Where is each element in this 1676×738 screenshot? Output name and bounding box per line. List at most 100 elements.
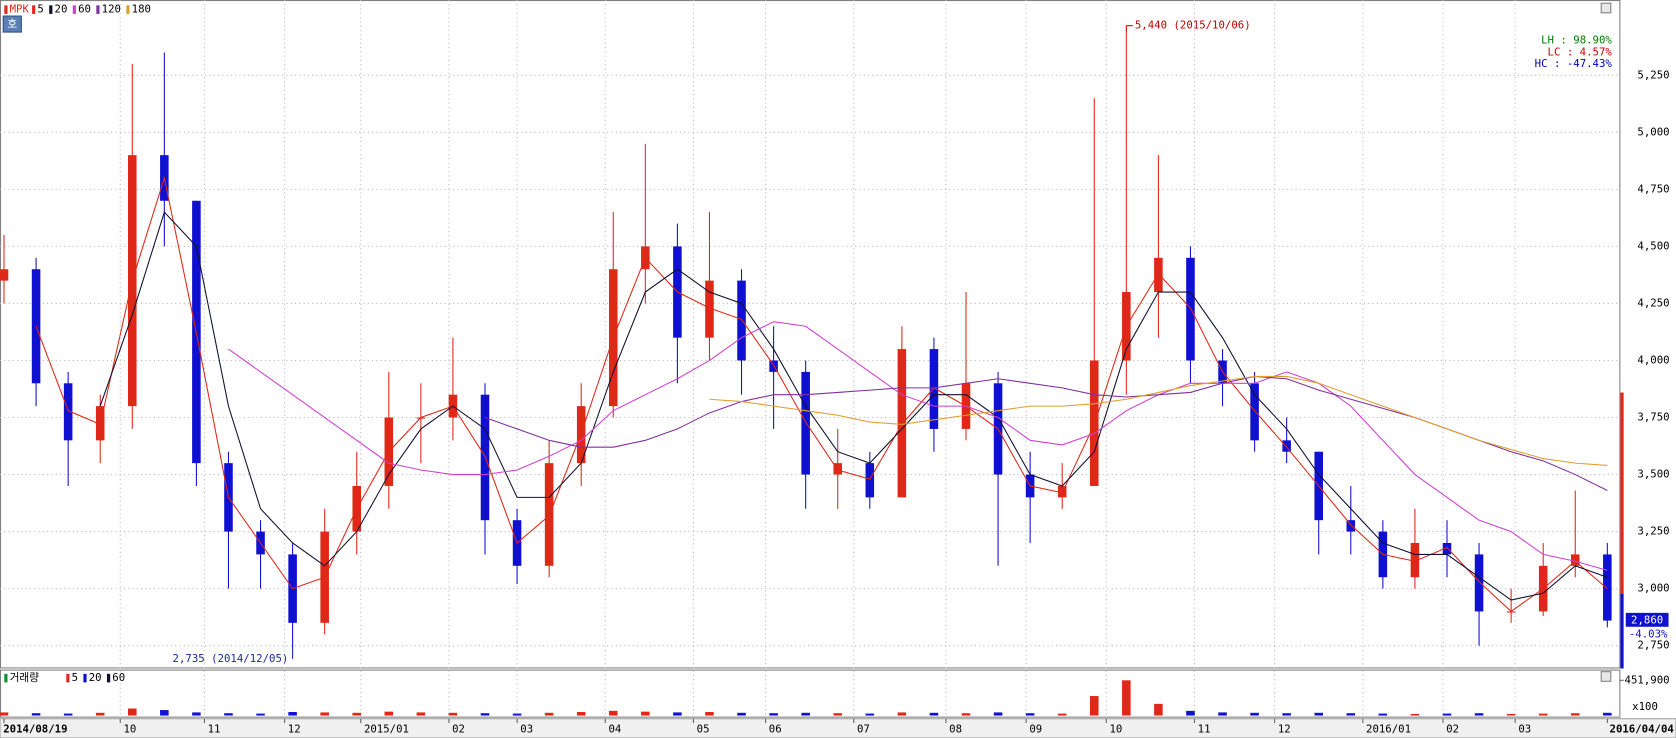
stat: HC : -47.43% [1535, 57, 1613, 70]
y-tick-label: 4,500 [1637, 239, 1669, 252]
candle-body [1250, 383, 1259, 441]
volume-bar [1314, 712, 1324, 716]
x-tick-label: 09 [1029, 722, 1042, 735]
volume-bar [1122, 680, 1131, 716]
legend-swatch [126, 5, 130, 14]
volume-bar [448, 712, 458, 716]
stat: LC : 4.57% [1548, 45, 1613, 58]
volume-bar [993, 712, 1003, 716]
legend-label: 60 [78, 3, 91, 16]
x-tick-label: 11 [208, 722, 221, 735]
legend-swatch [96, 5, 100, 14]
last-price: 2,860 [1631, 613, 1663, 626]
volume-bar [192, 712, 201, 716]
ma-line [99, 211, 1608, 601]
toggle-button[interactable] [2, 15, 22, 33]
y-tick-label: 2,750 [1637, 639, 1669, 652]
volume-bar [95, 712, 105, 716]
volume-bar [63, 713, 73, 716]
volume-bar [384, 711, 394, 716]
volume-bar [127, 708, 137, 716]
x-tick-label: 07 [857, 722, 870, 735]
x-tick-label: 12 [1278, 722, 1291, 735]
y-tick-label: 4,000 [1637, 353, 1669, 366]
legend-swatch [4, 5, 8, 14]
legend-swatch [83, 673, 87, 683]
volume-bar [224, 713, 233, 716]
legend-label: 20 [89, 671, 102, 684]
volume-bar [897, 712, 907, 716]
volume-bar [576, 712, 586, 716]
volume-bar [1538, 713, 1548, 716]
x-tick-label: 2014/08/19 [3, 722, 67, 735]
volume-bar [961, 713, 971, 716]
candle-body [1603, 554, 1612, 621]
volume-bar [288, 712, 297, 716]
stat: LH : 98.90% [1541, 34, 1612, 47]
volume-bar [256, 713, 265, 716]
volume-bar [544, 712, 554, 716]
candle-body [1442, 542, 1452, 555]
y-tick-label: 3,000 [1637, 582, 1669, 595]
legend-label: 60 [112, 671, 125, 684]
legend-symbol: MPK [10, 3, 30, 16]
candle-body [769, 360, 778, 372]
volume-bar [1089, 696, 1099, 716]
legend-label: 120 [102, 3, 121, 16]
volume-bar [1154, 703, 1163, 716]
volume-bar [929, 712, 939, 716]
volume-bar [1410, 713, 1420, 716]
volume-bar [320, 712, 329, 716]
volume-bar [705, 712, 714, 716]
volume-bar [1603, 712, 1612, 716]
x-tick-label: 05 [697, 722, 710, 735]
y-tick-label: 3,500 [1637, 468, 1669, 481]
volume-bar [1218, 712, 1227, 716]
x-tick-label: 04 [608, 722, 621, 735]
candle-body [1474, 554, 1484, 612]
volume-bar [1282, 713, 1291, 716]
volume-bar [416, 712, 426, 716]
legend-label: 5 [37, 3, 43, 16]
volume-bar [0, 712, 9, 716]
panel-close[interactable] [1600, 671, 1612, 682]
volume-bar [608, 710, 618, 716]
legend-swatch [66, 673, 70, 683]
y-tick-label: 4,750 [1637, 182, 1669, 195]
candle-body [1346, 520, 1356, 532]
legend-label: 180 [132, 3, 151, 16]
x-tick-label: 2015/01 [364, 722, 409, 735]
candle-body [897, 349, 907, 498]
volume-panel [0, 669, 1621, 718]
candle-body [1282, 440, 1291, 452]
x-tick-label: 2016/01 [1366, 722, 1411, 735]
range-bar-up [1620, 392, 1624, 594]
volume-bar [1442, 713, 1452, 716]
volume-bar [801, 712, 810, 716]
y-tick-label: 3,750 [1637, 411, 1669, 424]
volume-bar [1186, 710, 1195, 716]
ma-line [35, 175, 1608, 613]
volume-unit: x100 [1632, 700, 1658, 713]
volume-bar [1057, 713, 1067, 716]
x-axis-strip [0, 718, 1676, 738]
x-tick-label: 08 [949, 722, 962, 735]
y-tick-label: 4,250 [1637, 296, 1669, 309]
x-tick-label: 10 [123, 722, 136, 735]
volume-bar [1378, 713, 1388, 716]
volume-bar [480, 713, 490, 716]
range-bar-down [1620, 593, 1624, 669]
x-tick-label: 02 [1446, 722, 1459, 735]
x-tick-label: 03 [1518, 722, 1531, 735]
candle-body [737, 280, 746, 361]
candle-body [63, 383, 73, 441]
ma-line [228, 321, 1608, 571]
price-panel [0, 0, 1621, 669]
legend-swatch [106, 673, 111, 683]
panel-close[interactable] [1600, 2, 1612, 14]
ma-line [709, 375, 1608, 466]
volume-bar [1570, 713, 1580, 716]
